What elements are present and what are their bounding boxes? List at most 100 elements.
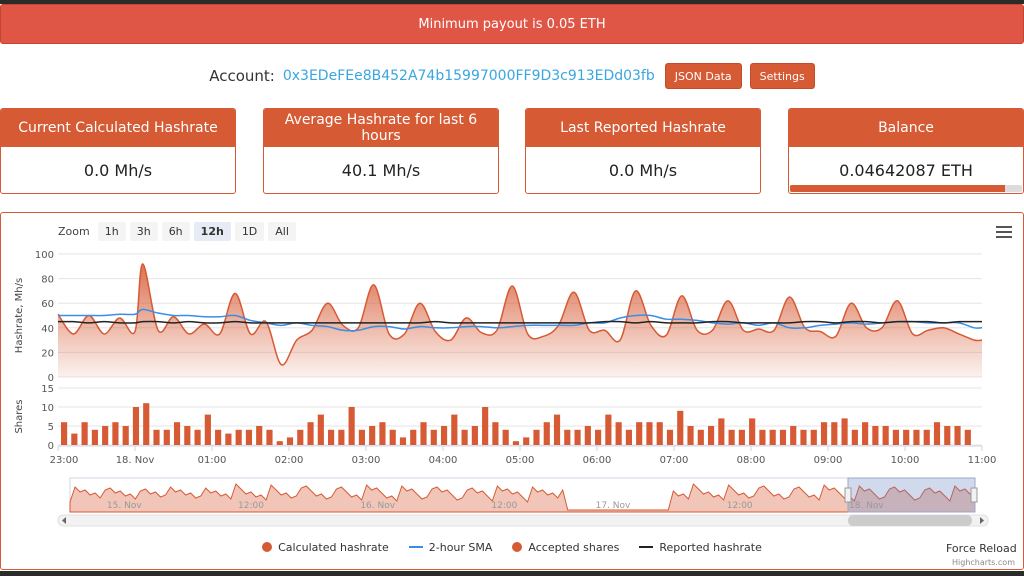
share-bar xyxy=(605,414,612,445)
card-current-hashrate: Current Calculated Hashrate 0.0 Mh/s xyxy=(0,108,236,194)
share-bar xyxy=(625,429,632,445)
share-bar xyxy=(738,429,745,445)
legend-item[interactable]: Reported hashrate xyxy=(639,541,762,554)
card-title: Current Calculated Hashrate xyxy=(1,109,235,147)
share-bar xyxy=(810,429,817,445)
share-bar xyxy=(687,426,694,445)
share-bar xyxy=(677,410,684,445)
share-bar xyxy=(71,433,78,445)
card-title: Balance xyxy=(789,109,1023,147)
x-tick-label: 05:00 xyxy=(506,455,535,466)
payout-banner: Minimum payout is 0.05 ETH xyxy=(0,4,1024,44)
zoom-button-3h[interactable]: 3h xyxy=(129,222,158,241)
share-bar xyxy=(369,426,376,445)
share-bar xyxy=(553,414,561,445)
scrollbar-track xyxy=(57,514,989,527)
share-bar xyxy=(697,429,704,445)
reported-hashrate-line xyxy=(57,320,982,324)
card-value: 40.1 Mh/s xyxy=(341,161,421,180)
y-tick-label: 0 xyxy=(48,441,54,452)
share-bar xyxy=(266,429,273,445)
share-bar xyxy=(831,422,838,445)
share-bar xyxy=(851,429,858,445)
legend-item[interactable]: Accepted shares xyxy=(512,541,619,554)
scroll-right-arrow-icon xyxy=(980,517,984,524)
account-label: Account: xyxy=(209,67,275,85)
share-bar xyxy=(574,429,581,445)
navigator-left-handle[interactable] xyxy=(844,487,852,503)
share-bar xyxy=(954,426,961,445)
y-tick-label: 15 xyxy=(41,384,54,395)
zoom-button-1d[interactable]: 1D xyxy=(234,222,265,241)
navigator-label: 18. Nov xyxy=(849,501,884,511)
share-bar xyxy=(841,418,848,445)
share-bar xyxy=(91,429,98,445)
hamburger-menu-icon[interactable] xyxy=(996,226,1012,238)
share-bar xyxy=(112,422,119,445)
hashrate-axis-label: Hashrate, Mh/s xyxy=(14,278,25,353)
share-bar xyxy=(892,429,900,445)
balance-progress-fill xyxy=(790,185,1006,192)
legend-label: Calculated hashrate xyxy=(278,540,389,554)
x-tick-label: 04:00 xyxy=(429,455,458,466)
zoom-button-6h[interactable]: 6h xyxy=(161,222,190,241)
settings-button[interactable]: Settings xyxy=(749,63,815,89)
x-tick-label: 02:00 xyxy=(275,455,304,466)
y-tick-label: 100 xyxy=(35,250,54,261)
share-bar xyxy=(964,429,971,445)
share-bar xyxy=(410,429,417,445)
json-data-button[interactable]: JSON Data xyxy=(664,63,742,89)
zoom-button-12h[interactable]: 12h xyxy=(193,222,231,241)
share-bar xyxy=(379,422,386,445)
share-bar xyxy=(656,422,663,445)
share-bar xyxy=(235,429,242,445)
share-bar xyxy=(502,429,509,445)
share-bar xyxy=(759,429,766,445)
share-bar xyxy=(358,429,365,445)
zoom-button-all[interactable]: All xyxy=(268,222,296,241)
share-bar xyxy=(461,429,468,445)
share-bar xyxy=(790,426,797,445)
banner-text: Minimum payout is 0.05 ETH xyxy=(418,16,606,32)
share-bar xyxy=(512,441,520,445)
y-tick-label: 80 xyxy=(41,275,54,286)
legend-item[interactable]: 2-hour SMA xyxy=(408,541,492,554)
force-reload-link[interactable]: Force Reload xyxy=(946,542,1017,555)
share-bar xyxy=(204,414,211,445)
x-tick-label: 23:00 xyxy=(50,455,79,466)
share-bar xyxy=(153,429,160,445)
navigator-label: 16. Nov xyxy=(360,501,395,511)
share-bar xyxy=(862,422,869,445)
share-bar xyxy=(215,429,222,445)
legend-item[interactable]: Calculated hashrate xyxy=(262,541,389,554)
y-tick-label: 10 xyxy=(41,403,54,414)
shares-axis-label: Shares xyxy=(14,399,25,433)
scrollbar-thumb[interactable] xyxy=(848,515,972,526)
calculated-hashrate-line xyxy=(57,263,983,366)
zoom-label: Zoom xyxy=(58,225,90,238)
highcharts-credits[interactable]: Highcharts.com xyxy=(952,558,1015,567)
card-value: 0.04642087 ETH xyxy=(839,161,973,180)
x-tick-label: 06:00 xyxy=(583,455,612,466)
share-bar xyxy=(430,429,437,445)
share-bar xyxy=(646,422,653,445)
share-bar xyxy=(800,429,807,445)
share-bar xyxy=(338,429,345,445)
navigator-selection xyxy=(847,477,976,513)
card-reported-hashrate: Last Reported Hashrate 0.0 Mh/s xyxy=(525,108,761,194)
x-tick-label: 10:00 xyxy=(891,455,920,466)
share-bar xyxy=(451,414,458,445)
share-bar xyxy=(286,437,294,445)
balance-progress-bar xyxy=(790,185,1022,192)
legend-line-icon xyxy=(408,546,423,548)
legend-label: Accepted shares xyxy=(528,540,620,554)
share-bar xyxy=(882,426,889,445)
card-value: 0.0 Mh/s xyxy=(608,161,678,180)
share-bar xyxy=(707,426,715,445)
share-bar xyxy=(944,426,951,445)
share-bar xyxy=(471,426,478,445)
legend-dot-icon xyxy=(262,542,273,552)
navigator-right-handle[interactable] xyxy=(970,487,978,503)
account-address-link[interactable]: 0x3EDeFEe8B452A74b15997000FF9D3c913EDd03… xyxy=(282,68,655,84)
zoom-button-1h[interactable]: 1h xyxy=(97,222,126,241)
